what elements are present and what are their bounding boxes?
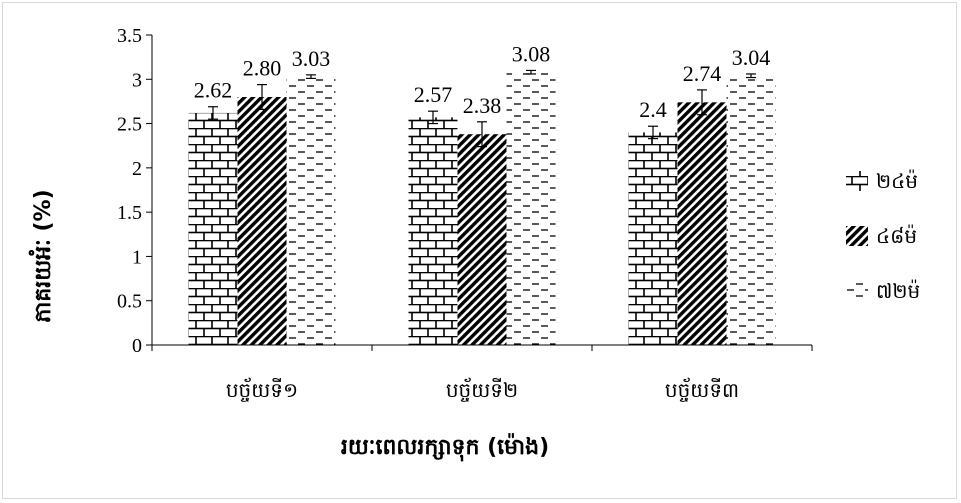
x-tick-label: បច្ច័យទី៣ [665, 377, 739, 402]
data-label: 2.80 [243, 56, 282, 81]
y-tick-label: 3 [132, 69, 142, 91]
bar [286, 76, 336, 345]
bar [188, 112, 238, 345]
data-label: 2.38 [463, 93, 502, 118]
y-axis-title: ភាគរយអំៈ (%) [28, 189, 56, 322]
y-tick-label: 0 [132, 335, 142, 357]
legend: ២៤ម៉៤៨ម៉៧២ម៉ [846, 169, 920, 303]
bar [726, 75, 776, 345]
bar [237, 97, 287, 345]
x-tick-label: បច្ច័យទី២ [446, 377, 518, 402]
y-axis: 0 0.5 1 1.5 2 2.5 3 3.5 [117, 25, 153, 357]
data-label: 2.74 [683, 61, 722, 86]
bar [506, 72, 556, 345]
y-tick-label: 1.5 [117, 202, 142, 224]
legend-label: ៧២ម៉ [876, 279, 920, 303]
x-axis: បច្ច័យទី១ បច្ច័យទី២ បច្ច័យទី៣ [151, 344, 813, 402]
data-label: 2.4 [639, 97, 667, 122]
data-label: 2.57 [414, 82, 453, 107]
y-tick-label: 0.5 [117, 291, 142, 313]
legend-swatch [846, 281, 868, 301]
legend-label: ៤៨ម៉ [876, 224, 917, 248]
data-label: 3.08 [512, 41, 551, 66]
bar [457, 134, 507, 345]
data-label: 3.03 [292, 46, 331, 71]
data-label: 3.04 [732, 45, 771, 70]
bars: 2.62 2.80 3.03 2.57 2.38 3.08 2.4 2.74 3.04 [188, 41, 776, 345]
bar [677, 102, 727, 345]
y-tick-label: 2.5 [117, 114, 142, 136]
data-label: 2.62 [194, 78, 233, 103]
y-tick-label: 2 [132, 158, 142, 180]
x-tick-label: បច្ច័យទី១ [226, 377, 298, 402]
x-axis-title: រយៈពេលរក្សាទុក (ម៉ោង) [341, 433, 549, 462]
legend-swatch [846, 171, 868, 191]
legend-swatch [846, 226, 868, 246]
y-tick-label: 1 [132, 246, 142, 268]
legend-label: ២៤ម៉ [876, 169, 918, 193]
bar [408, 117, 458, 345]
bar [628, 132, 678, 345]
y-tick-label: 3.5 [117, 25, 142, 47]
